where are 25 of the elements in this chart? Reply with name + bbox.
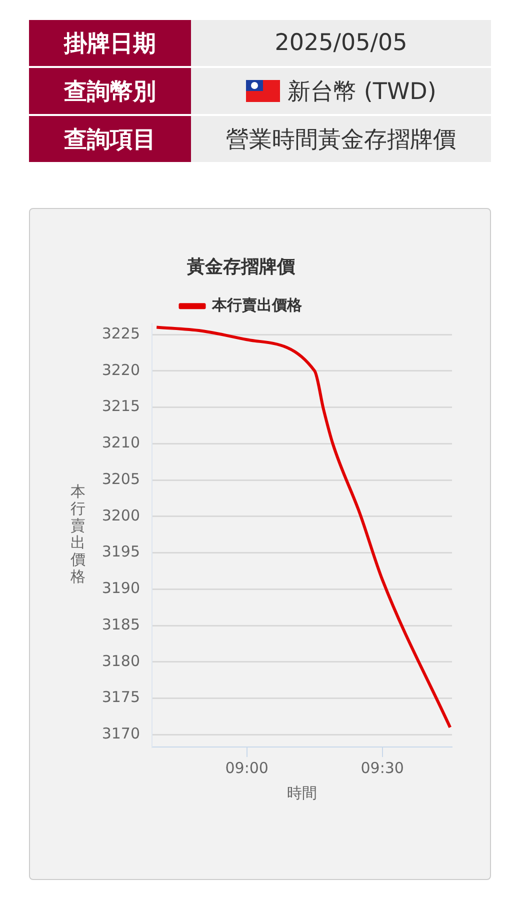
y-tick-label: 3190 — [102, 579, 140, 598]
chart-title: 黃金存摺牌價 — [186, 256, 296, 278]
text: 查詢項目 — [29, 115, 191, 163]
text: 2025/05/05 — [191, 20, 491, 67]
x-tick-label: 09:00 — [225, 758, 268, 777]
x-tick-label: 09:30 — [360, 758, 404, 777]
y-tick-label: 3195 — [102, 542, 140, 561]
y-axis-title: 本行賣出價格 — [70, 482, 86, 586]
y-tick-label: 3210 — [102, 434, 140, 452]
y-tick-label: 3180 — [102, 652, 140, 670]
text: 營業時間黃金存摺牌價 — [191, 115, 491, 163]
line-series — [155, 326, 452, 729]
x-axis-title: 時間 — [287, 784, 317, 802]
legend-label: 本行賣出價格 — [210, 296, 303, 314]
text: 新台幣 (TWD) — [191, 67, 491, 115]
y-tick-label: 3185 — [102, 615, 140, 634]
text: 查詢幣別 — [29, 67, 191, 115]
y-tick-label: 3170 — [102, 724, 140, 743]
y-tick-label: 3175 — [102, 688, 140, 706]
text: 掛牌日期 — [29, 20, 191, 67]
y-tick-label: 3205 — [102, 470, 140, 488]
y-tick-label: 3225 — [102, 324, 140, 342]
y-tick-label: 3215 — [102, 397, 140, 416]
y-tick-label: 3220 — [102, 360, 140, 379]
y-tick-label: 3200 — [102, 506, 140, 524]
